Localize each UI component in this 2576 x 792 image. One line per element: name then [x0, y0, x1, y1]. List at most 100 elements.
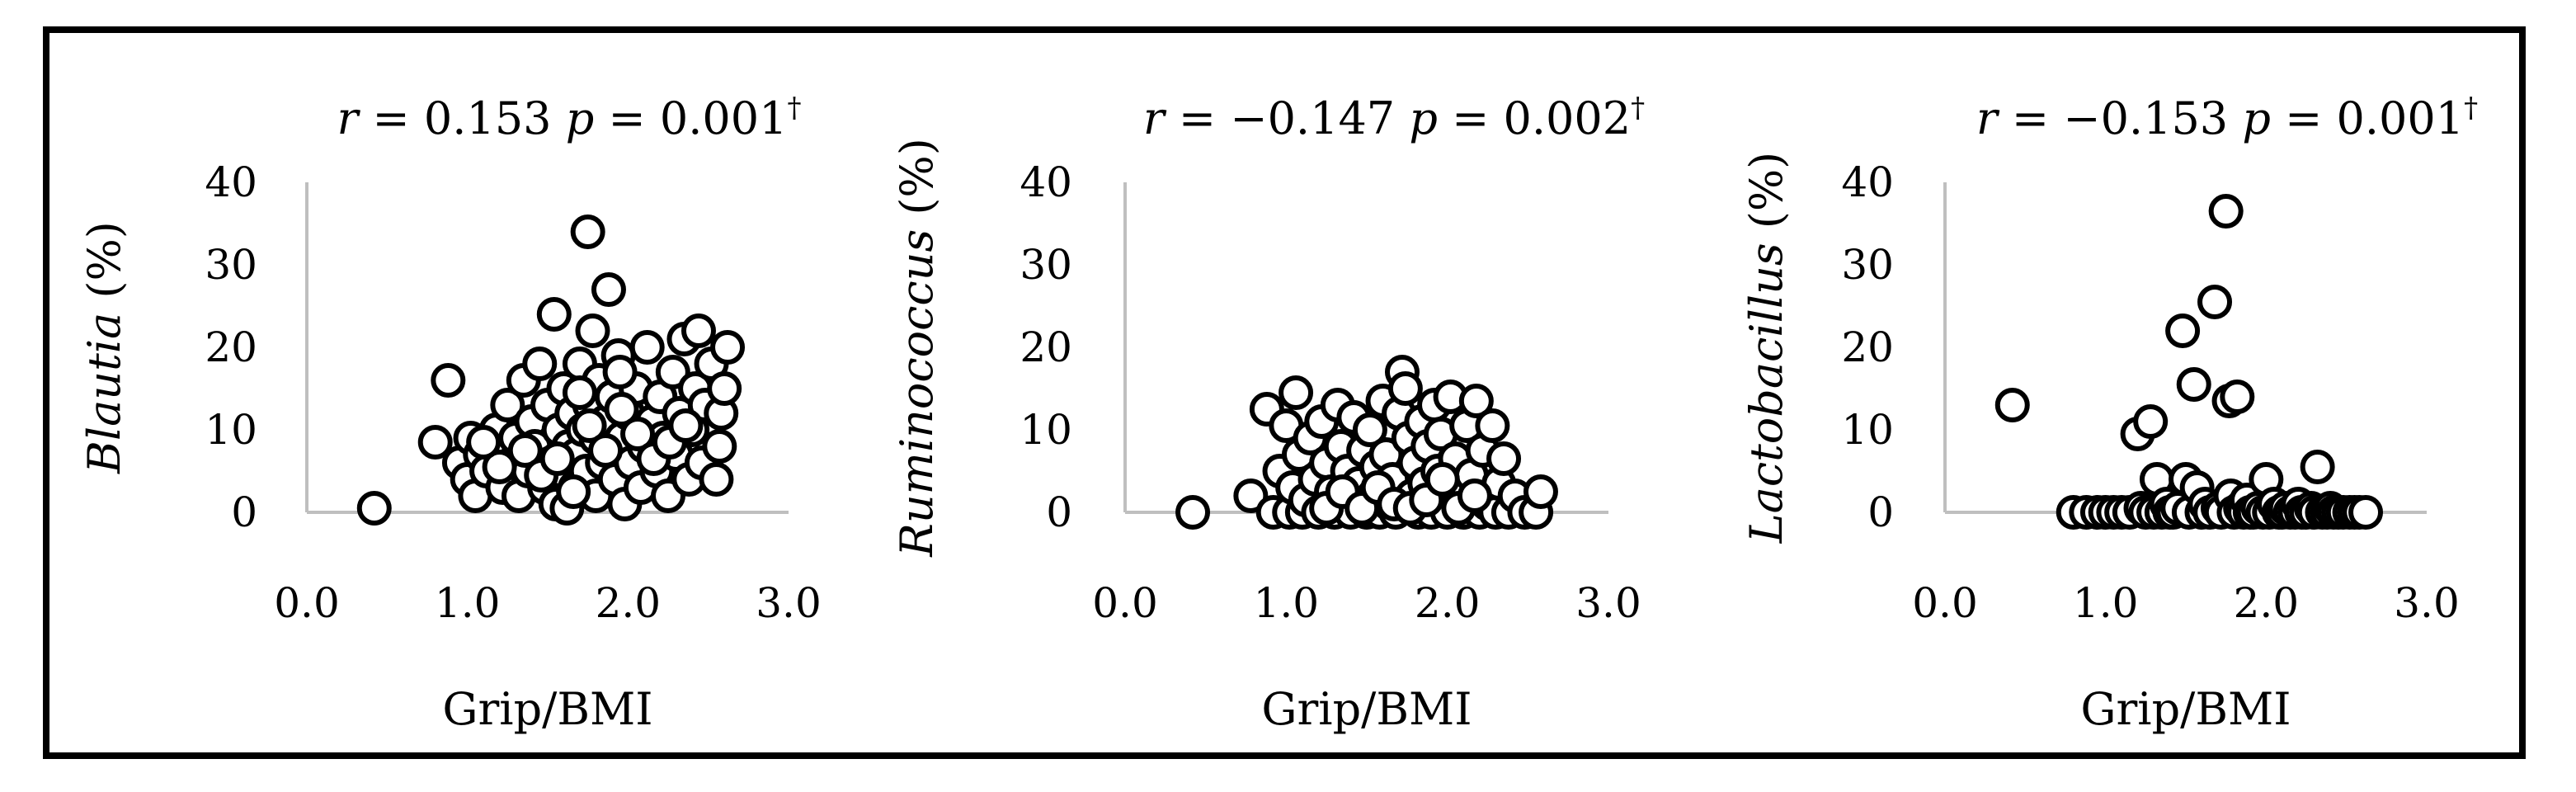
data-point — [1486, 441, 1522, 476]
title-p-symbol: p — [566, 92, 595, 144]
y-tick-label: 0 — [231, 488, 257, 536]
title-p-symbol: p — [2242, 92, 2271, 144]
data-point — [1994, 388, 2030, 422]
chart-title: r = −0.153 p = 0.001† — [1976, 92, 2478, 144]
y-tick-label: 20 — [205, 323, 257, 371]
x-tick-label: 1.0 — [2073, 579, 2139, 627]
y-tick-label: 0 — [1046, 488, 1072, 536]
y-tick-label: 0 — [1867, 488, 1894, 536]
y-axis-unit: (%) — [1740, 152, 1792, 243]
x-tick-label: 0.0 — [1912, 579, 1978, 627]
title-p-symbol: p — [1409, 92, 1438, 144]
x-axis-label: Grip/BMI — [1261, 683, 1472, 735]
data-point — [680, 314, 716, 348]
data-point — [588, 433, 624, 468]
data-point — [1175, 495, 1211, 530]
data-point — [1457, 478, 1492, 513]
data-point — [490, 388, 525, 422]
data-point — [2197, 285, 2233, 319]
data-point — [655, 355, 690, 389]
x-tick-label: 1.0 — [1254, 579, 1320, 627]
data-point — [575, 314, 610, 348]
data-points — [1994, 194, 2384, 530]
data-point — [1458, 384, 1494, 418]
data-point — [629, 330, 665, 365]
data-point — [572, 408, 607, 443]
data-point — [2348, 495, 2384, 530]
data-point — [2300, 450, 2335, 484]
data-point — [556, 474, 591, 509]
chart-title: r = 0.153 p = 0.001† — [337, 92, 802, 144]
data-point — [570, 214, 605, 249]
title-r-symbol: r — [337, 92, 361, 144]
y-axis-label: Lactobacillus (%) — [1740, 152, 1792, 544]
x-axis-label: Grip/BMI — [2080, 683, 2291, 735]
y-axis-label: Ruminococcus (%) — [891, 138, 943, 558]
data-point — [2208, 194, 2244, 229]
y-tick-label: 30 — [1841, 241, 1894, 289]
scatter-panel-2: r = −0.147 p = 0.002† 0 10 20 30 40 0.0 1.0 2.0 3… — [891, 92, 1645, 735]
data-point — [1233, 478, 1269, 513]
y-tick-label: 40 — [1841, 158, 1894, 206]
data-point — [1523, 474, 1558, 509]
data-points — [1175, 355, 1558, 530]
data-points — [356, 214, 746, 526]
y-axis-label: Blautia (%) — [78, 221, 130, 474]
data-point — [2220, 380, 2255, 414]
data-point — [2133, 404, 2169, 439]
data-point — [604, 392, 639, 427]
data-point — [1279, 375, 1314, 410]
x-tick-label: 0.0 — [274, 579, 340, 627]
data-point — [699, 462, 734, 497]
data-point — [536, 297, 572, 332]
x-tick-label: 3.0 — [756, 579, 822, 627]
y-axis-unit: (%) — [78, 221, 130, 313]
data-point — [2165, 314, 2201, 348]
data-point — [1352, 412, 1387, 447]
title-dagger-mark: † — [787, 92, 801, 125]
title-dagger-mark: † — [1631, 92, 1645, 125]
data-point — [1425, 462, 1460, 497]
data-point — [1475, 408, 1510, 443]
x-tick-label: 2.0 — [2234, 579, 2300, 627]
x-tick-label: 0.0 — [1092, 579, 1158, 627]
y-tick-label: 30 — [205, 241, 257, 289]
x-axis-label: Grip/BMI — [442, 683, 652, 735]
title-r-value: = −0.153 — [1998, 92, 2243, 144]
y-tick-label: 40 — [1020, 158, 1072, 206]
x-tick-label: 1.0 — [435, 579, 501, 627]
data-point — [466, 425, 502, 460]
y-tick-label: 20 — [1020, 323, 1072, 371]
data-point — [539, 441, 575, 476]
title-p-value: = 0.001 — [2271, 92, 2464, 144]
scatter-panel-3: r = −0.153 p = 0.001† 0 10 20 30 40 0.0 1.0 2.0 3… — [1740, 92, 2478, 735]
y-tick-label: 10 — [1841, 406, 1894, 454]
y-tick-label: 10 — [205, 406, 257, 454]
title-r-symbol: r — [1143, 92, 1167, 144]
data-point — [1387, 371, 1423, 406]
title-p-value: = 0.002 — [1438, 92, 1631, 144]
data-point — [2176, 367, 2211, 402]
data-point — [482, 450, 517, 484]
y-tick-label: 20 — [1841, 323, 1894, 371]
data-point — [668, 408, 704, 443]
data-point — [591, 272, 626, 307]
x-tick-label: 2.0 — [596, 579, 662, 627]
x-tick-label: 3.0 — [2394, 579, 2460, 627]
data-point — [507, 433, 543, 468]
data-point — [710, 330, 746, 365]
data-point — [562, 375, 597, 410]
scatter-panel-1: r = 0.153 p = 0.001† 0 10 20 30 40 0.0 1.0 2.0 3.… — [78, 92, 822, 735]
title-r-value: = −0.147 — [1165, 92, 1410, 144]
title-r-symbol: r — [1976, 92, 2000, 144]
data-point — [431, 363, 466, 398]
data-point — [602, 355, 638, 389]
x-tick-label: 2.0 — [1415, 579, 1481, 627]
y-tick-label: 30 — [1020, 241, 1072, 289]
data-point — [620, 417, 656, 451]
data-point — [707, 371, 742, 406]
y-axis-genus: Lactobacillus — [1740, 243, 1792, 544]
title-dagger-mark: † — [2464, 92, 2478, 125]
chart-title: r = −0.147 p = 0.002† — [1143, 92, 1645, 144]
data-point — [356, 491, 392, 526]
